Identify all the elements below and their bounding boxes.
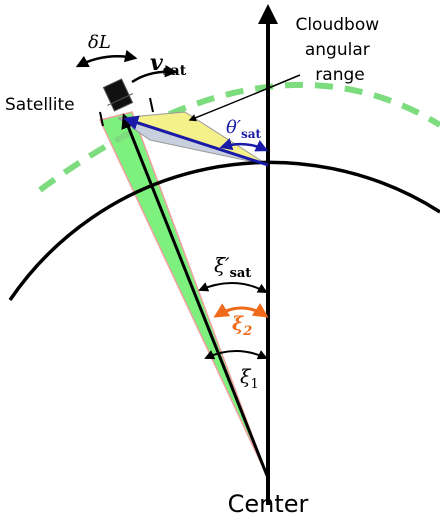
cloud-layer xyxy=(38,82,440,193)
xi2-arc xyxy=(213,303,269,318)
delta-label: δL xyxy=(88,32,111,53)
theta-arc xyxy=(219,138,269,152)
symbol: θ′ xyxy=(226,117,241,138)
center-label: Center xyxy=(228,490,309,518)
satellite-icon xyxy=(102,78,134,112)
sub: 1 xyxy=(250,377,258,392)
xi1-label: ξ1 xyxy=(240,366,259,392)
xi-sat-arc xyxy=(198,281,268,293)
sub: 2 xyxy=(242,324,252,339)
xi1-arc xyxy=(204,350,268,360)
symbol: ξ xyxy=(232,313,245,335)
range-line: range xyxy=(315,65,364,85)
view-cone xyxy=(98,111,269,479)
satellite-label: Satellite xyxy=(5,95,75,115)
range-line: Cloudbow xyxy=(295,15,379,35)
satellite-ray xyxy=(121,113,270,479)
velocity-arrow xyxy=(131,64,178,84)
tick xyxy=(149,97,154,113)
view-ray xyxy=(123,115,269,167)
range-line: angular xyxy=(305,40,370,60)
tick xyxy=(99,111,104,127)
range-label: Cloudbow angular range xyxy=(295,15,384,85)
theta-label: θ′sat xyxy=(226,117,261,141)
earth-surface xyxy=(8,160,440,301)
delta-arrow xyxy=(75,49,138,68)
xi2-label: ξ2 xyxy=(232,313,252,339)
sub: sat xyxy=(230,266,252,281)
sub: sat xyxy=(241,127,262,141)
pointer xyxy=(188,74,301,122)
xi-sat-label: ξ′sat xyxy=(214,253,251,281)
v-label: vsat xyxy=(150,50,187,79)
symbol: v xyxy=(150,50,163,76)
sub: sat xyxy=(163,63,187,79)
symbol: ξ′ xyxy=(214,253,230,277)
symbol: ξ xyxy=(240,366,252,388)
